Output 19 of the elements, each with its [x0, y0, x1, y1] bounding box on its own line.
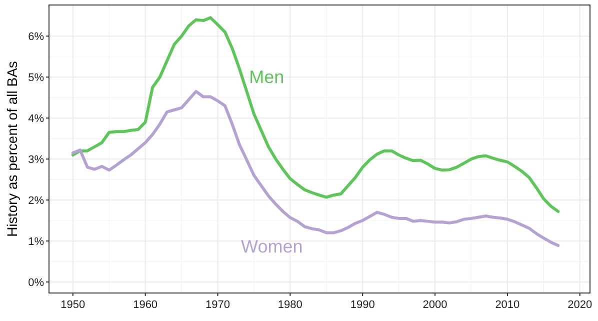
- y-tick-label: 1%: [28, 236, 44, 248]
- x-tick-label: 2020: [568, 299, 592, 311]
- y-axis-title: History as percent of all BAs: [4, 61, 20, 237]
- y-tick-label: 2%: [28, 194, 44, 207]
- x-tick-label: 1990: [350, 299, 375, 311]
- y-tick-label: 6%: [28, 30, 44, 43]
- y-tick-label: 3%: [28, 154, 44, 166]
- y-tick-label: 5%: [28, 72, 44, 84]
- line-series: [71, 16, 560, 213]
- y-tick-label: 0%: [28, 276, 44, 289]
- x-tick-label: 1950: [60, 299, 86, 311]
- y-tick-label: 4%: [28, 112, 44, 125]
- series-label: Women: [241, 236, 303, 257]
- x-tick-label: 1960: [133, 299, 158, 311]
- x-tick-label: 2010: [495, 299, 520, 311]
- x-tick-label: 1980: [278, 299, 302, 311]
- x-tick-label: 1970: [206, 299, 230, 311]
- x-tick-label: 2000: [422, 299, 448, 311]
- series-label: Men: [249, 66, 284, 87]
